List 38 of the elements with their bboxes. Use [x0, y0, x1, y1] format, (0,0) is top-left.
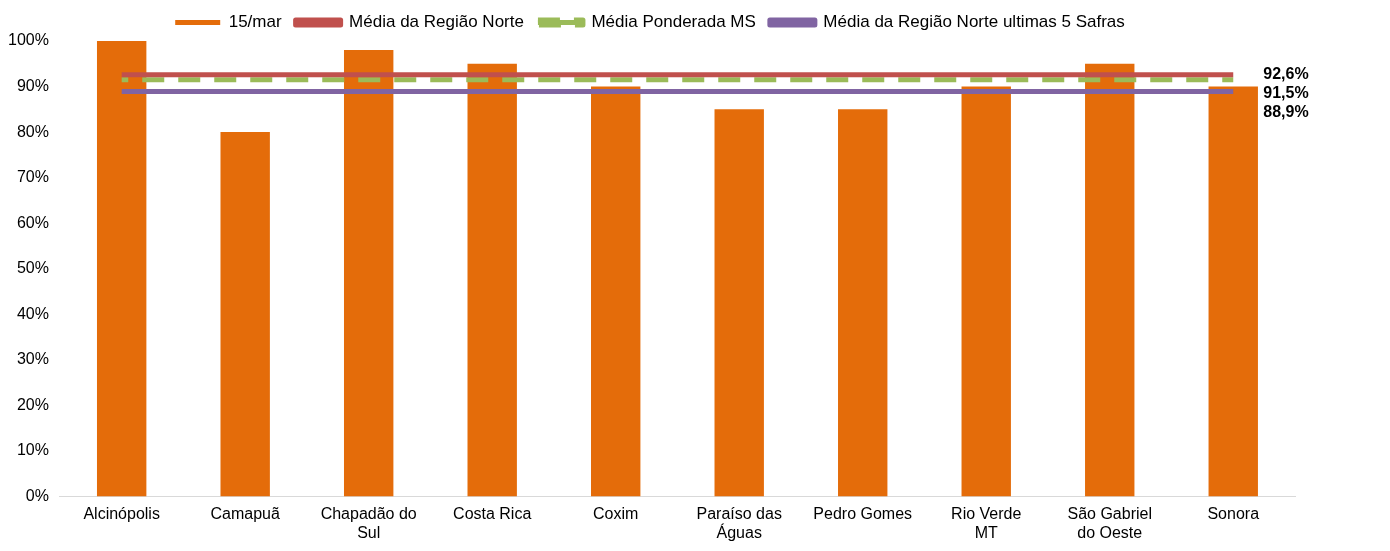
legend-label: Média Ponderada MS: [591, 12, 756, 32]
bar: [343, 50, 394, 497]
y-tick-label: 60%: [16, 213, 49, 231]
legend-label: Média da Região Norte: [349, 12, 524, 32]
y-tick-label: 100%: [8, 31, 49, 49]
x-tick-label: Paraíso das Águas: [696, 504, 782, 541]
bar: [961, 86, 1011, 497]
bar: [1085, 63, 1135, 497]
x-tick-label: Coxim: [593, 504, 639, 522]
y-tick-label: 80%: [16, 122, 49, 140]
y-tick-label: 30%: [16, 350, 49, 368]
x-tick-label: São Gabriel do Oeste: [1067, 504, 1152, 541]
bar: [714, 109, 764, 497]
y-tick-label: 70%: [16, 168, 49, 186]
data-label: 88,9%: [1263, 103, 1309, 121]
y-tick-label: 50%: [16, 259, 49, 277]
bar: [467, 63, 517, 497]
data-label: 92,6%: [1263, 65, 1309, 83]
x-tick-label: Pedro Gomes: [813, 504, 913, 522]
y-tick-label: 10%: [16, 441, 49, 459]
x-tick-label: Costa Rica: [453, 504, 532, 522]
x-tick-label: Rio Verde MT: [951, 504, 1022, 541]
bar: [1208, 86, 1258, 497]
legend-label: Média da Região Norte ultimas 5 Safras: [823, 12, 1125, 32]
x-tick-label: Camapuã: [210, 504, 280, 522]
bar: [838, 109, 888, 497]
x-tick-label: Alcinópolis: [83, 504, 160, 522]
data-label: 91,5%: [1263, 84, 1309, 102]
y-tick-label: 0%: [25, 487, 49, 505]
y-tick-label: 90%: [16, 76, 49, 94]
x-tick-label: Sonora: [1207, 504, 1260, 522]
y-tick-label: 20%: [16, 395, 49, 413]
x-tick-label: Chapadão do Sul: [320, 504, 417, 541]
y-tick-label: 40%: [16, 304, 49, 322]
legend-label: 15/mar: [228, 12, 282, 32]
bar: [591, 86, 641, 497]
bar: [220, 132, 270, 497]
bar: [96, 41, 147, 497]
